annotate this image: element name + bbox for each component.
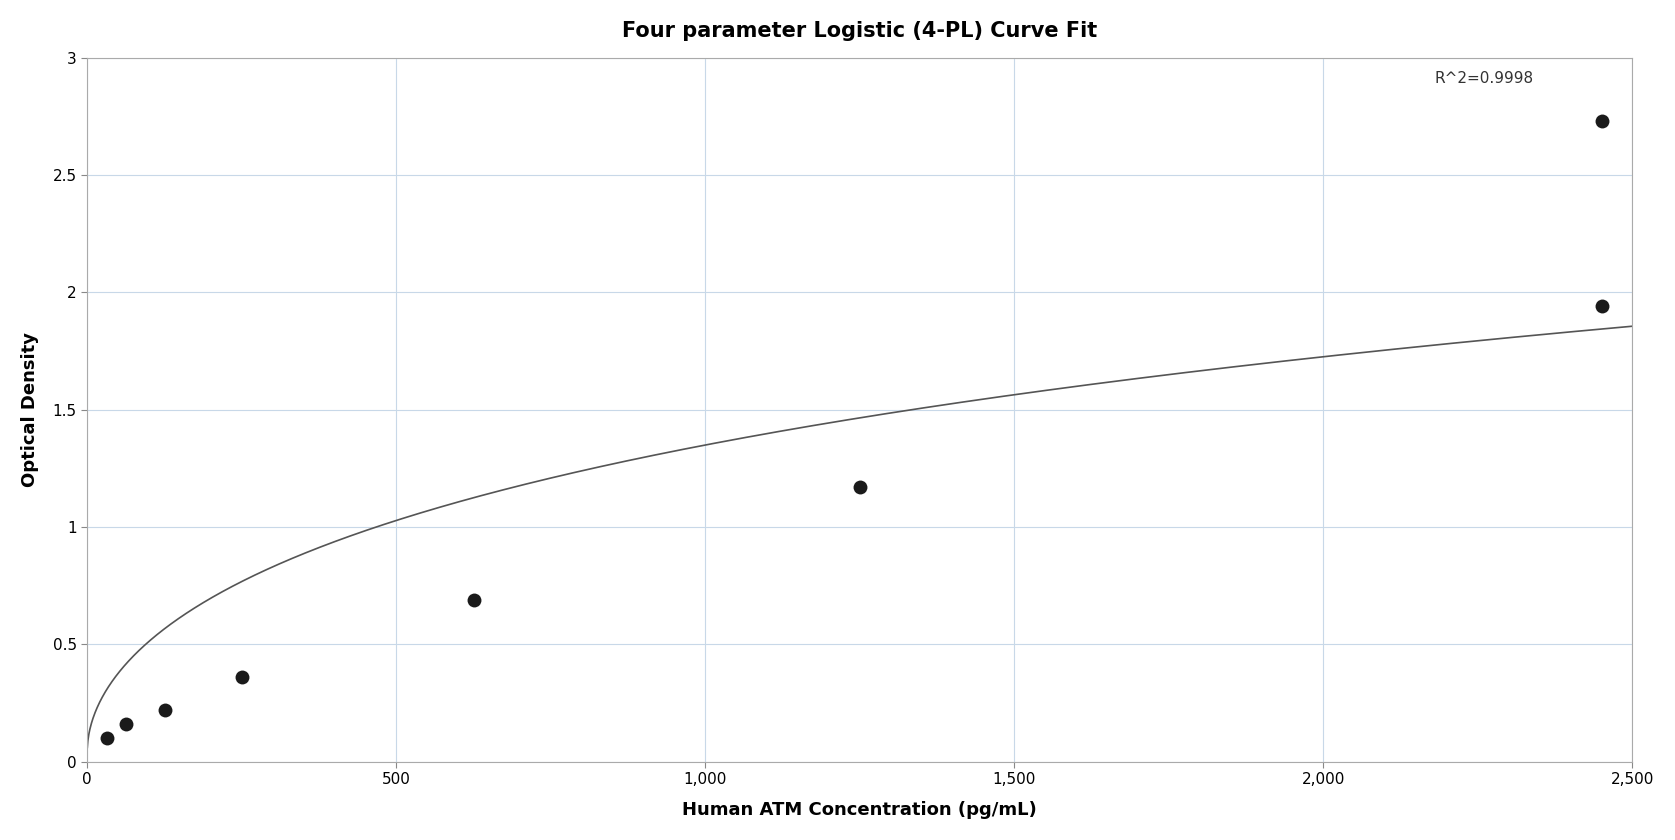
Point <box>1588 300 1615 313</box>
Text: R^2=0.9998: R^2=0.9998 <box>1434 71 1534 86</box>
X-axis label: Human ATM Concentration (pg/mL): Human ATM Concentration (pg/mL) <box>682 801 1037 819</box>
Title: Four parameter Logistic (4-PL) Curve Fit: Four parameter Logistic (4-PL) Curve Fit <box>621 21 1097 41</box>
Y-axis label: Optical Density: Optical Density <box>20 333 39 487</box>
Point <box>228 670 255 684</box>
Point <box>461 593 487 606</box>
Point <box>94 732 121 745</box>
Point <box>846 480 873 494</box>
Point <box>112 717 139 731</box>
Point <box>1588 114 1615 128</box>
Point <box>151 704 178 717</box>
